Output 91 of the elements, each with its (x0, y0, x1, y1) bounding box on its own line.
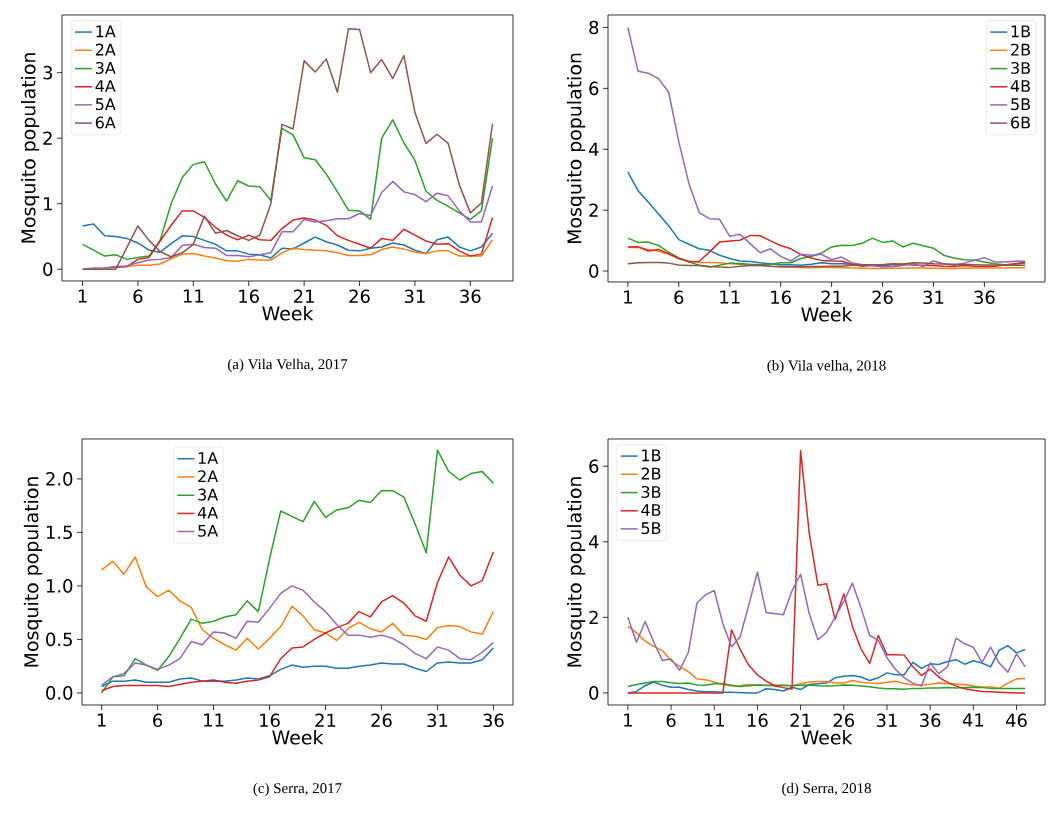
legend-label: 1B (1011, 25, 1030, 38)
legend-label: 6A (95, 116, 116, 129)
legend-label: 4A (197, 506, 219, 519)
x-tick-label: 36 (974, 290, 995, 305)
x-tick-label: 26 (872, 290, 893, 305)
x-tick-label: 1 (97, 713, 106, 727)
x-tick-label: 16 (747, 713, 768, 728)
x-tick-label: 11 (204, 713, 224, 727)
legend-label: 3B (1011, 61, 1030, 74)
x-tick-label: 41 (962, 713, 984, 727)
x-tick-label: 36 (483, 713, 504, 728)
y-axis-title: Mosquito population (23, 477, 43, 667)
y-tick-label: 6 (589, 459, 599, 473)
y-tick-label: 4 (588, 535, 599, 549)
x-axis-title: Week (801, 306, 853, 322)
x-tick-label: 31 (404, 289, 425, 304)
legend-label: 1B (642, 449, 661, 462)
x-tick-label: 21 (315, 713, 336, 727)
y-tick-label: 1.0 (46, 579, 73, 593)
x-tick-label: 36 (460, 289, 481, 304)
y-tick-label: 2.0 (46, 472, 73, 486)
line-series (100, 585, 495, 687)
x-tick-label: 26 (833, 713, 855, 728)
y-tick-label: 2 (589, 610, 598, 624)
x-tick-label: 31 (427, 713, 448, 728)
y-tick-label: 2 (589, 203, 598, 217)
x-tick-label: 31 (876, 713, 897, 728)
legend-label: 2A (198, 470, 219, 483)
y-tick-label: 6 (589, 81, 599, 96)
legend-label: 5B (641, 522, 661, 535)
legend-label: 4B (1010, 80, 1030, 92)
x-tick-label: 6 (674, 290, 684, 305)
text: (b) Vila velha, 2018 (767, 360, 886, 374)
x-tick-label: 46 (1005, 713, 1027, 728)
y-tick-label: 0.5 (46, 632, 72, 647)
legend-label: 1A (198, 452, 219, 464)
x-tick-label: 1 (78, 289, 87, 303)
legend-label: 5B (1011, 98, 1030, 111)
legend-label: 3B (641, 485, 661, 498)
text: (c) Serra, 2017 (253, 782, 342, 797)
x-axis-title: Week (801, 729, 853, 745)
legend-label: 3A (198, 488, 219, 501)
x-tick-label: 6 (153, 713, 163, 728)
y-axis-title: Mosquito population (20, 53, 40, 243)
line-series (100, 556, 495, 651)
x-axis-title: Week (262, 305, 314, 321)
x-tick-label: 16 (239, 289, 259, 304)
y-tick-label: 8 (589, 20, 599, 35)
legend-label: 4A (95, 80, 116, 92)
text: (d) Serra, 2018 (782, 782, 871, 797)
y-tick-label: 0.0 (46, 686, 73, 700)
x-tick-label: 21 (294, 289, 314, 303)
text: (a) Vila Velha, 2017 (228, 358, 348, 373)
x-tick-label: 11 (720, 290, 740, 304)
x-tick-label: 16 (260, 713, 280, 728)
legend-label: 5A (198, 524, 219, 537)
legend-label: 3A (95, 61, 116, 74)
legend-label: 4B (641, 504, 661, 516)
line-series (81, 223, 494, 259)
x-tick-label: 31 (923, 290, 944, 305)
x-tick-label: 11 (183, 289, 204, 303)
x-tick-label: 21 (790, 713, 811, 727)
y-tick-label: 2 (43, 131, 52, 145)
x-tick-label: 26 (349, 289, 370, 304)
x-tick-label: 6 (666, 713, 676, 728)
y-tick-label: 0 (43, 262, 53, 276)
legend-label: 2B (641, 467, 661, 480)
x-tick-label: 6 (133, 289, 143, 304)
x-axis-title: Week (272, 729, 324, 745)
legend-label: 2A (95, 43, 116, 56)
y-axis-title: Mosquito population (566, 53, 586, 244)
x-tick-label: 11 (704, 713, 724, 727)
x-tick-label: 36 (920, 713, 941, 728)
legend-label: 6B (1011, 116, 1030, 129)
legend-label: 2B (1011, 43, 1030, 56)
x-tick-label: 21 (821, 290, 842, 304)
y-tick-label: 0 (589, 686, 599, 700)
y-tick-label: 3 (43, 65, 53, 80)
x-tick-label: 1 (624, 713, 632, 727)
x-tick-label: 16 (771, 290, 791, 305)
x-tick-label: 26 (371, 713, 392, 728)
legend-label: 1A (96, 25, 116, 38)
line-series (81, 180, 494, 270)
x-tick-label: 1 (624, 290, 632, 304)
line-series (100, 449, 495, 694)
y-tick-label: 4 (588, 142, 599, 156)
y-tick-label: 1.5 (46, 525, 72, 540)
y-tick-label: 0 (589, 264, 599, 278)
legend-label: 5A (95, 98, 116, 111)
y-tick-label: 1 (44, 197, 52, 211)
y-axis-title: Mosquito population (566, 477, 586, 667)
